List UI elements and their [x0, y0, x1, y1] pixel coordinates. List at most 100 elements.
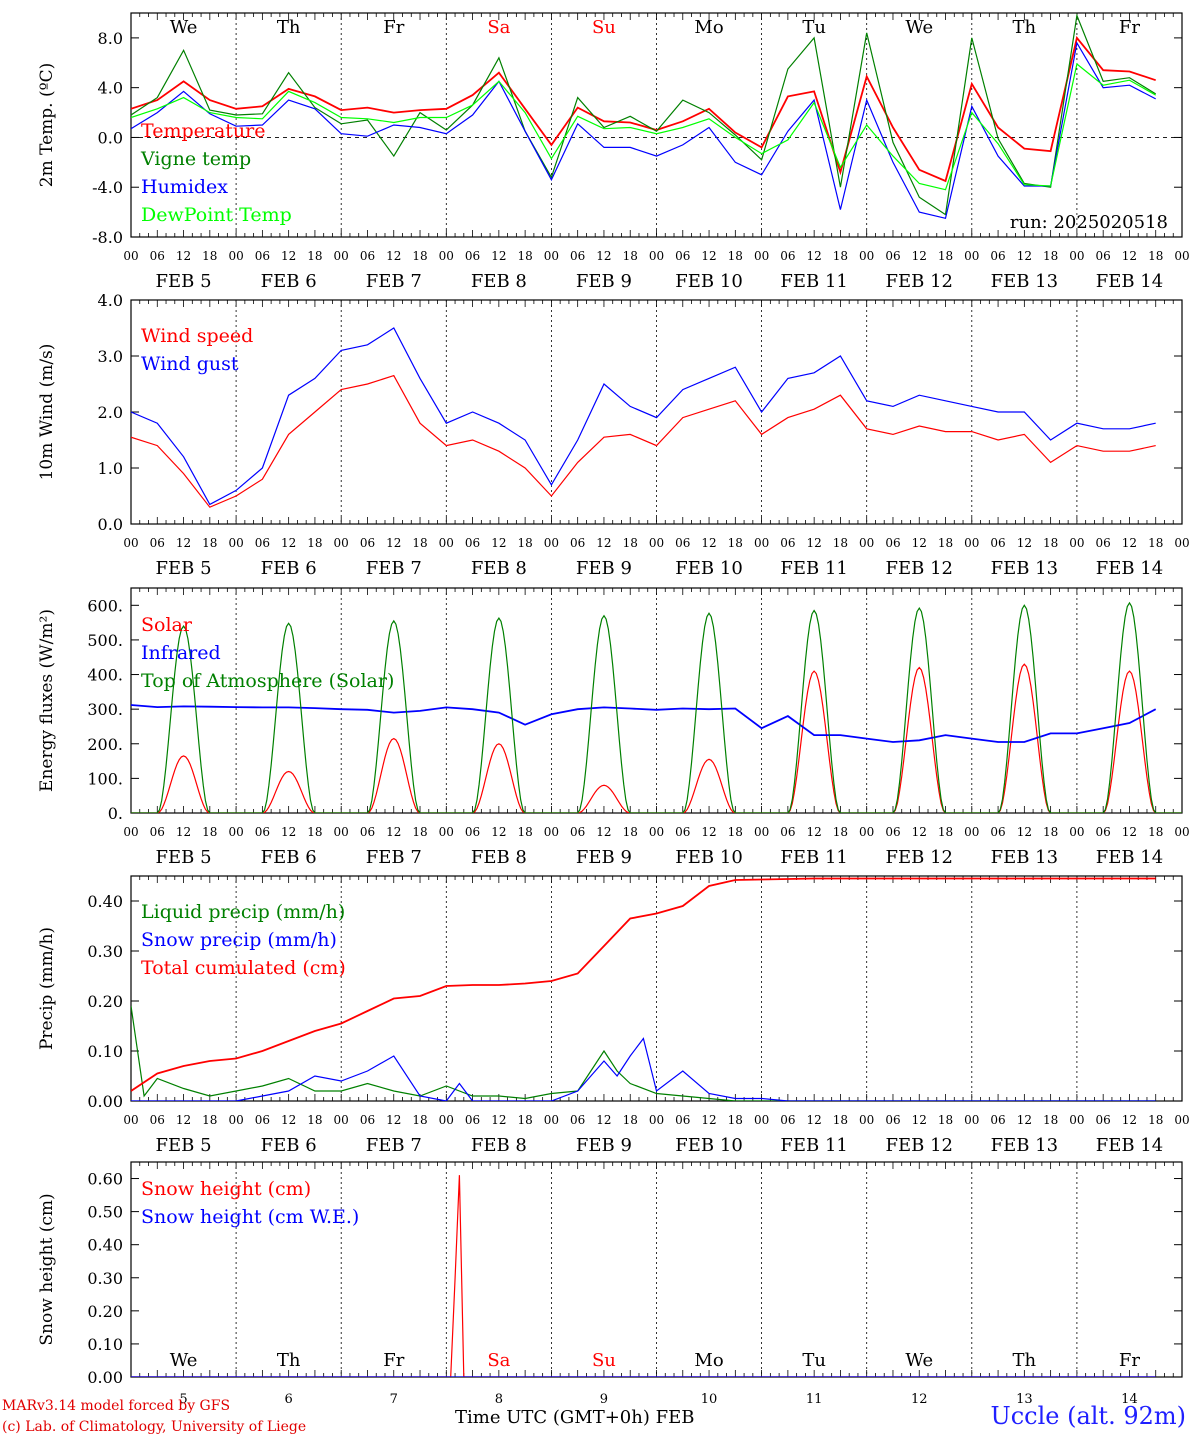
hour-tick-label: 00 — [754, 249, 769, 263]
hour-tick-label: 12 — [176, 825, 191, 839]
hour-tick-label: 06 — [780, 249, 795, 263]
weekday-label: Fr — [1119, 17, 1140, 38]
hour-tick-label: 06 — [885, 825, 900, 839]
series-top-of-atmosphere-solar — [131, 601, 1182, 813]
hour-tick-label: 00 — [754, 825, 769, 839]
date-label: FEB 14 — [1096, 847, 1163, 868]
hour-tick-label: 06 — [360, 1113, 375, 1127]
y-tick-label: 0.10 — [87, 1042, 123, 1061]
hour-tick-label: 12 — [1017, 249, 1032, 263]
series-group — [131, 877, 1156, 1101]
hour-tick-label: 06 — [150, 1113, 165, 1127]
y-tick-label: 0.40 — [87, 1236, 123, 1255]
series-liquid-precip-mm-h — [131, 1005, 1156, 1101]
hour-tick-label: 18 — [517, 536, 532, 550]
hour-tick-label: 12 — [596, 536, 611, 550]
hour-tick-label: 00 — [439, 825, 454, 839]
hour-tick-label: 12 — [701, 249, 716, 263]
y-tick-label: 400. — [87, 666, 123, 685]
date-label: FEB 7 — [366, 1135, 422, 1156]
weekday-label: Th — [277, 17, 301, 38]
chart-panel-2: 0.0 1.0 2.0 3.0 4.0 10m Wind (m/s) 00 06 12 18 00 0… — [37, 291, 1190, 579]
hour-tick-label: 00 — [1174, 825, 1189, 839]
date-label: FEB 11 — [780, 558, 847, 579]
hour-tick-label: 18 — [1043, 249, 1058, 263]
hour-tick-label: 06 — [990, 536, 1005, 550]
hour-tick-label: 00 — [228, 825, 243, 839]
date-label: FEB 13 — [991, 1135, 1058, 1156]
hour-tick-label: 18 — [202, 249, 217, 263]
hour-tick-label: 06 — [255, 825, 270, 839]
hour-tick-label: 06 — [675, 536, 690, 550]
series-group — [131, 13, 1157, 220]
y-tick-label: 3.0 — [98, 347, 123, 366]
hour-tick-label: 06 — [675, 825, 690, 839]
hour-tick-label: 18 — [938, 536, 953, 550]
hour-tick-label: 12 — [491, 1113, 506, 1127]
x-axis-title: Time UTC (GMT+0h) FEB — [455, 1407, 694, 1428]
hour-tick-label: 18 — [517, 1113, 532, 1127]
run-label: run: 2025020518 — [1010, 212, 1168, 233]
weekday-label: Su — [592, 1350, 616, 1371]
hour-tick-label: 00 — [649, 825, 664, 839]
hour-tick-label: 00 — [228, 536, 243, 550]
hour-tick-label: 00 — [859, 825, 874, 839]
hour-tick-label: 06 — [1096, 1113, 1111, 1127]
legend-entry: Vigne temp — [140, 148, 251, 170]
hour-tick-label: 00 — [123, 249, 138, 263]
legend-entry: DewPoint Temp — [141, 204, 292, 226]
day-number-label: 5 — [179, 1392, 187, 1407]
hour-tick-label: 12 — [281, 825, 296, 839]
hour-tick-label: 00 — [123, 1113, 138, 1127]
hour-tick-label: 06 — [780, 825, 795, 839]
date-label: FEB 6 — [261, 847, 317, 868]
legend-entry: Snow height (cm W.E.) — [141, 1206, 359, 1228]
series-total-cumulated-cm — [131, 877, 1156, 1092]
date-label: FEB 8 — [471, 558, 527, 579]
hour-tick-label: 00 — [1174, 1113, 1189, 1127]
y-tick-label: 0.40 — [87, 892, 123, 911]
legend-entry: Humidex — [141, 176, 228, 198]
hour-tick-label: 00 — [544, 536, 559, 550]
date-label: FEB 10 — [675, 271, 742, 292]
hour-tick-label: 06 — [1096, 249, 1111, 263]
hour-tick-label: 06 — [465, 825, 480, 839]
hour-tick-label: 12 — [807, 536, 822, 550]
y-tick-label: 0.30 — [87, 1269, 123, 1288]
series-group — [131, 327, 1156, 508]
series-temperature — [131, 35, 1156, 183]
weekday-label: Th — [1013, 1350, 1037, 1371]
date-label: FEB 5 — [156, 1135, 212, 1156]
hour-tick-label: 00 — [649, 536, 664, 550]
date-label: FEB 7 — [366, 558, 422, 579]
hour-tick-label: 06 — [150, 249, 165, 263]
weekday-label: Sa — [487, 17, 510, 38]
weekday-label: Tu — [802, 1350, 826, 1371]
y-tick-label: -4.0 — [92, 178, 123, 197]
hour-tick-label: 18 — [412, 825, 427, 839]
hour-tick-label: 18 — [412, 536, 427, 550]
hour-tick-label: 18 — [938, 1113, 953, 1127]
hour-tick-label: 18 — [412, 1113, 427, 1127]
weekday-label: Tu — [802, 17, 826, 38]
weekday-label: We — [170, 17, 198, 38]
hour-tick-label: 12 — [1017, 825, 1032, 839]
y-axis-label: Energy fluxes (W/m²) — [37, 609, 57, 792]
hour-tick-label: 00 — [1069, 825, 1084, 839]
hour-tick-label: 00 — [964, 1113, 979, 1127]
x-axis-month: FEB — [655, 1407, 695, 1428]
hour-tick-label: 12 — [701, 536, 716, 550]
hour-tick-label: 06 — [780, 1113, 795, 1127]
model-credit: MARv3.14 model forced by GFS — [2, 1398, 231, 1414]
date-label: FEB 6 — [261, 558, 317, 579]
hour-tick-label: 06 — [360, 536, 375, 550]
hour-tick-label: 06 — [1096, 536, 1111, 550]
hour-tick-label: 12 — [1122, 249, 1137, 263]
y-tick-label: 8.0 — [98, 29, 123, 48]
chart-panel-1: -8.0 -4.0 0.0 4.0 8.0 2m Temp. (ºC) 00 06 12 18 00… — [37, 12, 1190, 292]
hour-tick-label: 12 — [912, 536, 927, 550]
day-number-label: 9 — [600, 1392, 608, 1407]
hour-tick-label: 12 — [912, 1113, 927, 1127]
date-label: FEB 10 — [675, 1135, 742, 1156]
hour-tick-label: 12 — [1122, 1113, 1137, 1127]
